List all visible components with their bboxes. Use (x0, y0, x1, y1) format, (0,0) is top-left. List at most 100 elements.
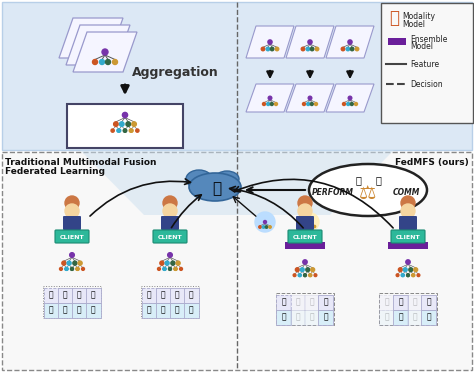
FancyBboxPatch shape (170, 288, 184, 302)
FancyBboxPatch shape (142, 302, 156, 317)
Circle shape (265, 226, 268, 228)
FancyBboxPatch shape (399, 216, 417, 230)
Circle shape (76, 267, 79, 270)
Text: 📊: 📊 (175, 305, 179, 314)
FancyBboxPatch shape (63, 216, 81, 230)
Circle shape (315, 103, 318, 106)
Circle shape (266, 47, 270, 51)
Text: 📊: 📊 (355, 175, 361, 185)
Text: 🧤: 🧤 (77, 291, 82, 299)
Circle shape (295, 268, 299, 272)
Circle shape (255, 212, 275, 232)
Text: Federated Learning: Federated Learning (5, 167, 105, 176)
Text: 📊: 📊 (77, 305, 82, 314)
Text: Model: Model (402, 19, 425, 29)
Circle shape (119, 122, 124, 126)
Circle shape (262, 226, 265, 228)
Circle shape (302, 103, 306, 106)
Text: 💠: 💠 (49, 291, 53, 299)
FancyBboxPatch shape (291, 295, 306, 310)
Circle shape (111, 129, 114, 132)
FancyBboxPatch shape (72, 302, 86, 317)
Text: Feature: Feature (410, 60, 439, 68)
Circle shape (70, 253, 74, 257)
Circle shape (310, 47, 314, 51)
Circle shape (106, 60, 110, 64)
Text: CLIENT: CLIENT (396, 234, 420, 240)
Text: 💗: 💗 (63, 305, 67, 314)
Circle shape (346, 103, 350, 106)
Text: 🖥: 🖥 (49, 305, 53, 314)
FancyBboxPatch shape (291, 310, 306, 324)
Text: 〰: 〰 (91, 305, 95, 314)
Polygon shape (286, 26, 334, 58)
FancyBboxPatch shape (183, 288, 199, 302)
Circle shape (306, 47, 310, 51)
Text: Model: Model (410, 42, 433, 51)
Text: CLIENT: CLIENT (292, 234, 317, 240)
Ellipse shape (189, 173, 241, 201)
Circle shape (157, 267, 160, 270)
Circle shape (102, 49, 108, 55)
Text: 💗: 💗 (161, 305, 165, 314)
Text: 💗: 💗 (296, 312, 301, 321)
Polygon shape (326, 84, 374, 112)
Circle shape (409, 268, 413, 272)
Circle shape (348, 40, 352, 44)
Circle shape (274, 103, 277, 106)
Circle shape (267, 103, 270, 106)
Circle shape (123, 129, 127, 132)
Text: 🧤: 🧤 (310, 298, 314, 307)
Text: 〰: 〰 (189, 305, 193, 314)
Circle shape (298, 204, 312, 218)
Circle shape (73, 261, 77, 265)
Circle shape (301, 213, 319, 231)
Circle shape (293, 274, 296, 276)
FancyBboxPatch shape (380, 310, 394, 324)
Circle shape (313, 225, 316, 228)
Circle shape (164, 267, 166, 270)
FancyBboxPatch shape (44, 288, 58, 302)
FancyBboxPatch shape (304, 310, 319, 324)
Circle shape (275, 47, 279, 51)
Circle shape (112, 60, 118, 64)
Circle shape (168, 253, 173, 257)
Circle shape (403, 268, 407, 272)
Circle shape (417, 274, 420, 276)
FancyBboxPatch shape (304, 295, 319, 310)
Circle shape (303, 260, 307, 264)
Text: 〰: 〰 (427, 312, 431, 321)
Circle shape (314, 274, 317, 276)
Circle shape (65, 196, 79, 210)
Circle shape (398, 268, 402, 272)
FancyBboxPatch shape (421, 310, 437, 324)
Circle shape (346, 47, 350, 51)
FancyBboxPatch shape (155, 288, 171, 302)
Circle shape (65, 267, 68, 270)
Text: Aggregation: Aggregation (132, 65, 219, 78)
FancyBboxPatch shape (296, 216, 314, 230)
FancyBboxPatch shape (55, 230, 89, 243)
Circle shape (270, 47, 274, 51)
FancyBboxPatch shape (319, 295, 334, 310)
Text: 🤲: 🤲 (296, 298, 301, 307)
Polygon shape (326, 26, 374, 58)
Circle shape (310, 225, 312, 228)
Circle shape (309, 274, 312, 276)
Text: 🤲: 🤲 (161, 291, 165, 299)
FancyBboxPatch shape (72, 288, 86, 302)
Circle shape (411, 274, 414, 276)
FancyBboxPatch shape (153, 230, 187, 243)
Text: PERFORM: PERFORM (312, 187, 354, 196)
Circle shape (163, 196, 177, 210)
Text: 🚶: 🚶 (427, 298, 431, 307)
Bar (388, 242, 428, 249)
FancyBboxPatch shape (380, 295, 394, 310)
Circle shape (412, 274, 415, 276)
FancyBboxPatch shape (142, 288, 156, 302)
Circle shape (163, 267, 165, 270)
FancyBboxPatch shape (393, 310, 409, 324)
Circle shape (114, 122, 118, 126)
Circle shape (298, 196, 312, 210)
Circle shape (308, 40, 312, 44)
